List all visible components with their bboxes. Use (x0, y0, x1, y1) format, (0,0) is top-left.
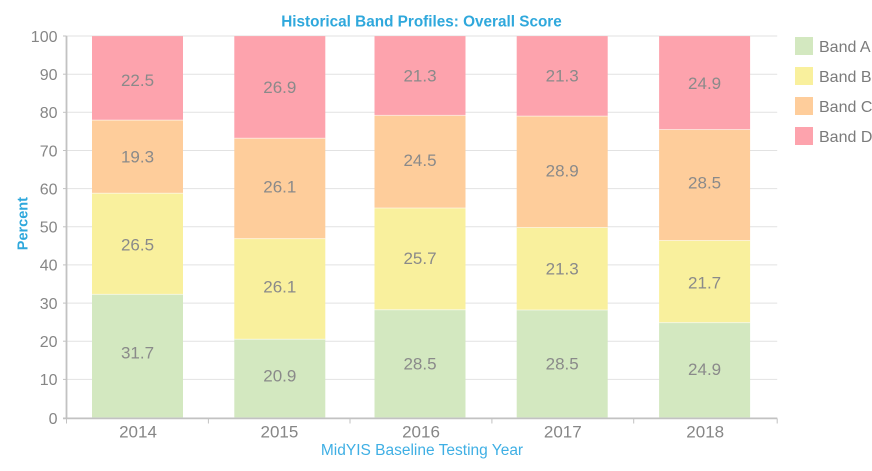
svg-text:Band B: Band B (819, 69, 871, 86)
svg-text:2014: 2014 (119, 422, 157, 441)
svg-text:31.7: 31.7 (121, 344, 154, 363)
svg-text:24.5: 24.5 (403, 151, 436, 170)
svg-text:21.3: 21.3 (403, 67, 436, 86)
svg-text:28.9: 28.9 (546, 162, 579, 181)
svg-text:2017: 2017 (544, 422, 582, 441)
svg-text:26.9: 26.9 (263, 78, 296, 97)
svg-text:21.3: 21.3 (546, 67, 579, 86)
svg-text:21.7: 21.7 (688, 273, 721, 292)
svg-text:19.3: 19.3 (121, 148, 154, 167)
svg-text:21.3: 21.3 (546, 260, 579, 279)
svg-text:2018: 2018 (686, 422, 724, 441)
svg-text:60: 60 (40, 181, 58, 198)
svg-text:Percent: Percent (15, 197, 31, 250)
svg-text:30: 30 (40, 296, 58, 313)
svg-text:MidYIS Baseline Testing Year: MidYIS Baseline Testing Year (321, 442, 523, 459)
svg-text:0: 0 (49, 411, 58, 428)
svg-text:70: 70 (40, 143, 58, 160)
svg-text:Band C: Band C (819, 99, 872, 116)
svg-text:90: 90 (40, 67, 58, 84)
svg-text:2016: 2016 (402, 422, 440, 441)
svg-text:20.9: 20.9 (263, 367, 296, 386)
svg-text:26.1: 26.1 (263, 278, 296, 297)
svg-text:100: 100 (31, 29, 58, 46)
svg-text:25.7: 25.7 (403, 249, 436, 268)
svg-text:26.5: 26.5 (121, 235, 154, 254)
svg-text:Band D: Band D (819, 129, 872, 146)
svg-text:20: 20 (40, 334, 58, 351)
svg-text:10: 10 (40, 372, 58, 389)
svg-text:26.1: 26.1 (263, 178, 296, 197)
svg-text:80: 80 (40, 105, 58, 122)
svg-text:24.9: 24.9 (688, 74, 721, 93)
svg-text:28.5: 28.5 (546, 354, 579, 373)
svg-text:40: 40 (40, 258, 58, 275)
svg-text:2015: 2015 (260, 422, 298, 441)
svg-text:Band A: Band A (819, 39, 871, 56)
svg-text:22.5: 22.5 (121, 71, 154, 90)
svg-text:50: 50 (40, 220, 58, 237)
svg-text:28.5: 28.5 (688, 174, 721, 193)
svg-text:28.5: 28.5 (403, 354, 436, 373)
svg-text:Historical Band Profiles: Over: Historical Band Profiles: Overall Score (281, 14, 562, 31)
svg-text:24.9: 24.9 (688, 360, 721, 379)
